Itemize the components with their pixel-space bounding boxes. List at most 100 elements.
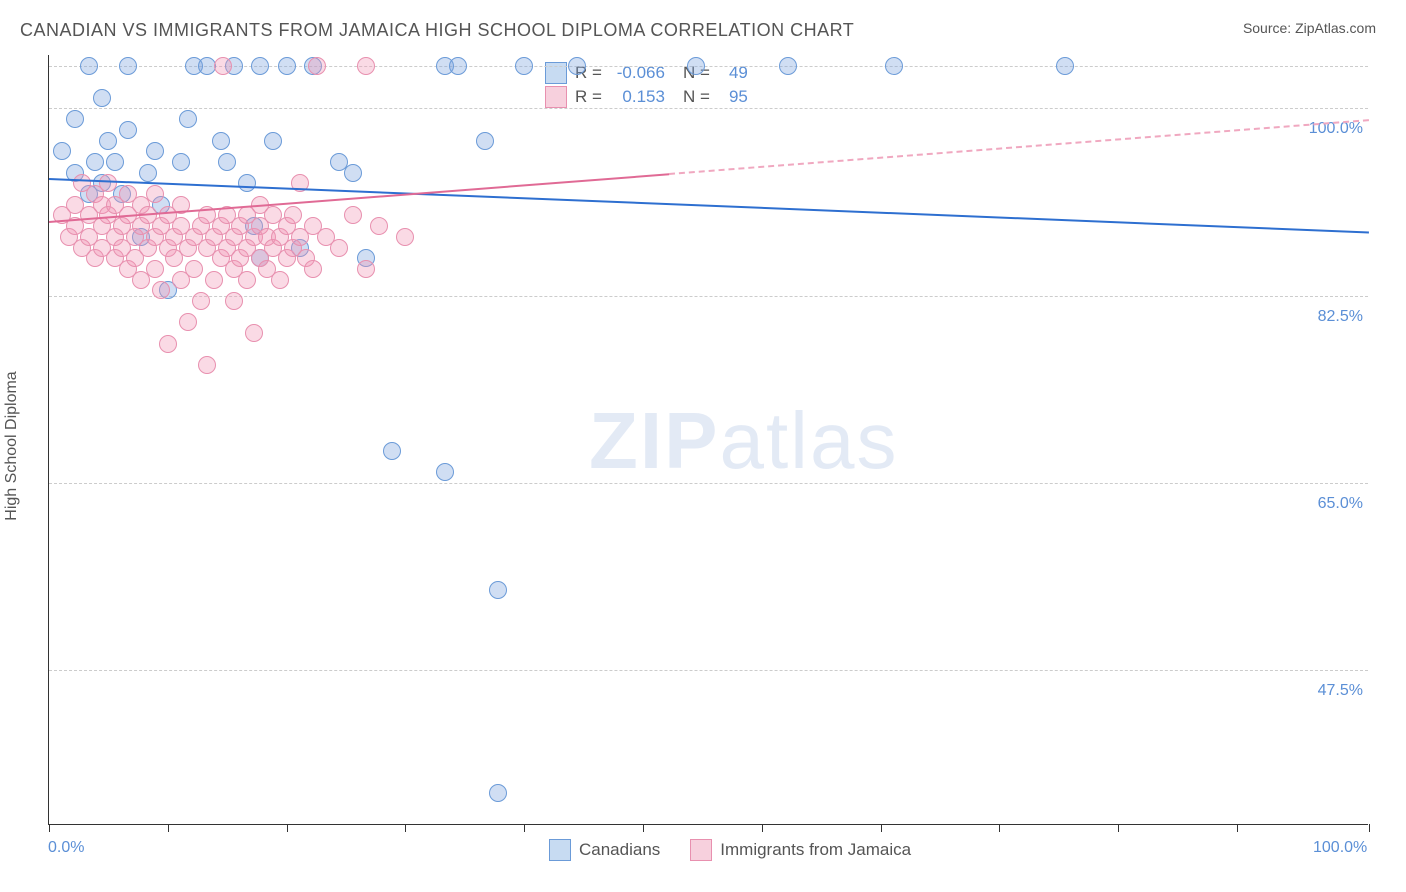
legend-swatch [690,839,712,861]
data-point [489,784,507,802]
data-point [357,260,375,278]
legend-n-value: 49 [718,61,748,85]
watermark-rest: atlas [719,396,898,485]
data-point [278,57,296,75]
source-attribution: Source: ZipAtlas.com [1243,20,1376,36]
data-point [245,324,263,342]
data-point [198,356,216,374]
source-link[interactable]: ZipAtlas.com [1295,20,1376,36]
data-point [396,228,414,246]
x-tick [49,824,50,832]
x-tick [287,824,288,832]
data-point [218,153,236,171]
data-point [152,281,170,299]
x-tick [168,824,169,832]
legend-r-label: R = [575,85,602,109]
data-point [238,271,256,289]
data-point [106,153,124,171]
x-tick [881,824,882,832]
data-point [476,132,494,150]
data-point [489,581,507,599]
x-axis-min-label: 0.0% [48,839,84,857]
data-point [436,463,454,481]
legend-label: Canadians [579,840,660,860]
legend-n-label: N = [683,85,710,109]
data-point [515,57,533,75]
legend-item: Canadians [549,839,660,861]
data-point [251,57,269,75]
data-point [330,239,348,257]
legend-label: Immigrants from Jamaica [720,840,911,860]
data-point [284,206,302,224]
gridline [49,296,1368,297]
data-point [357,57,375,75]
y-tick-label: 82.5% [1318,308,1373,326]
data-point [172,153,190,171]
data-point [238,174,256,192]
x-tick [524,824,525,832]
data-point [304,260,322,278]
data-point [885,57,903,75]
x-tick [762,824,763,832]
gridline [49,66,1368,67]
x-tick [1237,824,1238,832]
data-point [99,132,117,150]
gridline [49,483,1368,484]
legend-r-value: 0.153 [610,85,665,109]
data-point [93,89,111,107]
chart-title: CANADIAN VS IMMIGRANTS FROM JAMAICA HIGH… [20,20,854,41]
data-point [1056,57,1074,75]
data-point [99,174,117,192]
data-point [119,57,137,75]
legend-item: Immigrants from Jamaica [690,839,911,861]
data-point [344,164,362,182]
data-point [86,153,104,171]
data-point [146,185,164,203]
legend-n-value: 95 [718,85,748,109]
x-tick [999,824,1000,832]
y-tick-label: 65.0% [1318,495,1373,513]
data-point [80,57,98,75]
x-axis-max-label: 100.0% [1313,839,1367,857]
x-tick [405,824,406,832]
x-tick [1118,824,1119,832]
x-tick [643,824,644,832]
data-point [53,142,71,160]
data-point [344,206,362,224]
series-legend: Canadians Immigrants from Jamaica [549,839,911,861]
data-point [146,142,164,160]
scatter-chart: ZIPatlas R =-0.066N =49R =0.153N =95 Can… [48,55,1368,825]
trend-line [669,119,1369,175]
source-prefix: Source: [1243,20,1295,36]
data-point [205,271,223,289]
data-point [568,57,586,75]
data-point [146,260,164,278]
watermark-bold: ZIP [589,396,719,485]
data-point [119,121,137,139]
legend-swatch [549,839,571,861]
y-tick-label: 47.5% [1318,682,1373,700]
gridline [49,108,1368,109]
data-point [212,132,230,150]
data-point [225,292,243,310]
data-point [308,57,326,75]
legend-r-value: -0.066 [610,61,665,85]
data-point [779,57,797,75]
data-point [139,164,157,182]
gridline [49,670,1368,671]
legend-swatch [545,86,567,108]
data-point [370,217,388,235]
data-point [185,260,203,278]
data-point [179,110,197,128]
data-point [159,335,177,353]
x-tick [1369,824,1370,832]
data-point [271,271,289,289]
data-point [66,110,84,128]
legend-row: R = 0.153 N = 95 [545,85,748,109]
data-point [383,442,401,460]
y-axis-title: High School Diploma [3,371,21,520]
data-point [179,313,197,331]
data-point [264,132,282,150]
data-point [192,292,210,310]
data-point [687,57,705,75]
